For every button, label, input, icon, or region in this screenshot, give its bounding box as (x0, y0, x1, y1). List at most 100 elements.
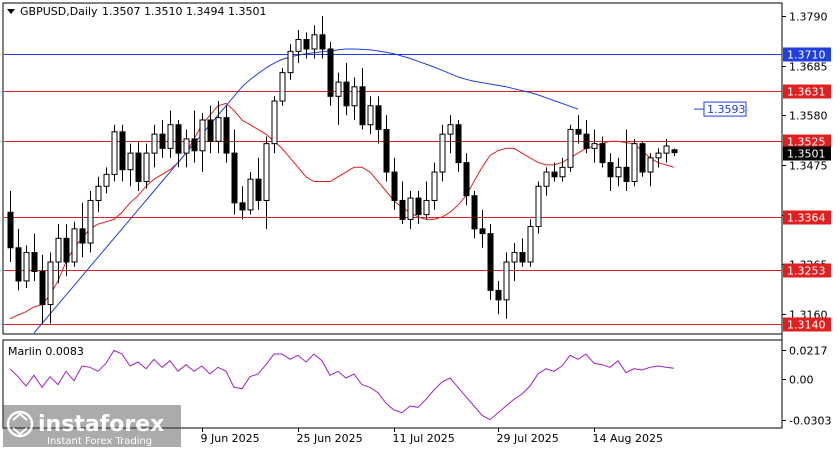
candle-65 (527, 219, 534, 267)
candle-77 (623, 129, 630, 191)
candle-32 (263, 136, 270, 229)
candle-58 (471, 190, 478, 239)
candle-4 (39, 254, 46, 324)
candle-54 (439, 124, 446, 182)
candle-83 (671, 148, 678, 156)
candle-23 (191, 110, 198, 163)
oscillator-axis-layer: 0.0217 0.00 -0.0303 (782, 345, 831, 428)
candle-59 (479, 209, 486, 248)
date-label-1: 25 Jun 2025 (297, 432, 363, 445)
candle-35 (287, 44, 294, 80)
candle-1 (15, 228, 22, 291)
candle-63 (511, 243, 518, 281)
level-tag-4 (783, 263, 831, 278)
osc-tick-label-1: 0.00 (789, 374, 814, 387)
candle-38 (311, 25, 318, 59)
price-tick-label-3: 1.3475 (789, 160, 828, 173)
candle-66 (535, 181, 542, 234)
candle-43 (351, 77, 358, 120)
candle-34 (279, 67, 286, 106)
candle-67 (543, 167, 550, 196)
candle-39 (319, 15, 326, 59)
logo-mark-icon (6, 410, 34, 438)
dropdown-triangle-icon[interactable] (7, 9, 15, 14)
fast-ma-line (9, 102, 675, 320)
levels-layer (4, 54, 782, 325)
level-tag-0 (783, 47, 831, 62)
candle-81 (655, 148, 662, 168)
candle-22 (183, 129, 190, 168)
candle-21 (175, 119, 182, 168)
candle-74 (599, 136, 606, 168)
instaforex-logo: instaforex Instant Forex Trading (3, 405, 181, 447)
date-label-2: 11 Jul 2025 (393, 432, 455, 445)
level-tag-3 (783, 210, 831, 225)
candle-82 (663, 138, 670, 163)
annotation-label: 1.3593 (707, 103, 746, 116)
watermark-brand: instaforex (38, 412, 164, 437)
candles-layer (7, 15, 678, 324)
candle-68 (551, 162, 558, 182)
candle-72 (583, 119, 590, 154)
candle-48 (391, 157, 398, 210)
candle-41 (335, 72, 342, 125)
candle-29 (239, 186, 246, 220)
candle-0 (7, 190, 14, 262)
candle-11 (95, 176, 102, 213)
price-tick-label-1: 1.3685 (789, 61, 828, 74)
price-tick-label-0: 1.3790 (789, 11, 828, 24)
ohlc-readout: 1.3507 1.3510 1.3494 1.3501 (102, 5, 266, 18)
candle-53 (431, 162, 438, 210)
candle-50 (407, 190, 414, 229)
candle-80 (647, 153, 654, 187)
candle-76 (615, 157, 622, 187)
candle-25 (207, 105, 214, 154)
candle-45 (367, 96, 374, 135)
candle-78 (631, 138, 638, 187)
candle-71 (575, 115, 582, 144)
candle-9 (79, 202, 86, 258)
level-tag-text-1: 1.3631 (787, 86, 826, 99)
candle-62 (503, 252, 510, 319)
level-tag-text-4: 1.3253 (787, 265, 826, 278)
date-axis-layer: 9 Jun 2025 25 Jun 2025 11 Jul 2025 29 Jul 2… (201, 428, 663, 445)
candle-2 (23, 245, 30, 289)
candle-64 (519, 238, 526, 267)
candle-60 (487, 224, 494, 300)
candle-14 (119, 124, 126, 182)
candle-47 (383, 115, 390, 182)
candle-10 (87, 190, 94, 253)
candle-26 (215, 101, 222, 154)
candle-52 (423, 181, 430, 220)
osc-tick-label-2: -0.0303 (789, 415, 831, 428)
candle-8 (71, 221, 78, 267)
candle-5 (47, 252, 54, 324)
level-tag-2 (783, 134, 831, 149)
candle-13 (111, 124, 118, 182)
candle-19 (159, 119, 166, 158)
candle-24 (199, 112, 206, 173)
candle-37 (303, 32, 310, 59)
level-tag-text-5: 1.3140 (787, 319, 826, 332)
date-label-0: 9 Jun 2025 (201, 432, 260, 445)
candle-56 (455, 119, 462, 173)
level-tag-text-0: 1.3710 (787, 49, 826, 62)
level-tag-5 (783, 317, 831, 332)
candle-73 (591, 129, 598, 163)
candle-44 (359, 67, 366, 130)
date-label-4: 14 Aug 2025 (593, 432, 663, 445)
candle-69 (559, 157, 566, 182)
candle-3 (31, 233, 38, 281)
candle-17 (143, 143, 150, 189)
annotation-box (703, 101, 747, 117)
candle-12 (103, 167, 110, 194)
current-price-text: 1.3501 (787, 148, 826, 161)
candle-36 (295, 30, 302, 64)
price-tick-label-2: 1.3580 (789, 110, 828, 123)
candle-15 (127, 143, 134, 187)
candle-27 (223, 105, 230, 163)
candle-20 (167, 110, 174, 158)
oscillator-panel (2, 339, 783, 429)
